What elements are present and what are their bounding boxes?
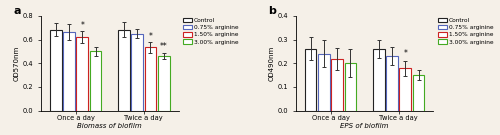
Bar bbox=[118, 30, 130, 111]
Text: b: b bbox=[268, 6, 276, 16]
Bar bbox=[332, 59, 343, 111]
Bar bbox=[158, 56, 170, 111]
Legend: Control, 0.75% arginine, 1.50% arginine, 3.00% arginine: Control, 0.75% arginine, 1.50% arginine,… bbox=[183, 17, 239, 45]
Text: **: ** bbox=[160, 42, 168, 51]
Legend: Control, 0.75% arginine, 1.50% arginine, 3.00% arginine: Control, 0.75% arginine, 1.50% arginine,… bbox=[438, 17, 494, 45]
Bar bbox=[318, 54, 330, 111]
Text: *: * bbox=[148, 32, 152, 40]
Bar bbox=[50, 30, 62, 111]
Bar bbox=[63, 32, 75, 111]
Y-axis label: OD490nm: OD490nm bbox=[268, 46, 274, 81]
Text: *: * bbox=[404, 50, 407, 58]
Bar bbox=[90, 51, 102, 111]
Bar bbox=[344, 63, 356, 111]
Y-axis label: OD570nm: OD570nm bbox=[14, 46, 20, 81]
X-axis label: Biomass of biofilm: Biomass of biofilm bbox=[78, 123, 142, 129]
Bar bbox=[412, 75, 424, 111]
Bar bbox=[304, 49, 316, 111]
Bar bbox=[386, 56, 398, 111]
Text: *: * bbox=[80, 21, 84, 30]
Bar bbox=[400, 68, 411, 111]
X-axis label: EPS of biofilm: EPS of biofilm bbox=[340, 123, 389, 129]
Bar bbox=[76, 37, 88, 111]
Bar bbox=[373, 49, 384, 111]
Text: a: a bbox=[13, 6, 20, 16]
Bar bbox=[132, 34, 143, 111]
Bar bbox=[144, 47, 156, 111]
